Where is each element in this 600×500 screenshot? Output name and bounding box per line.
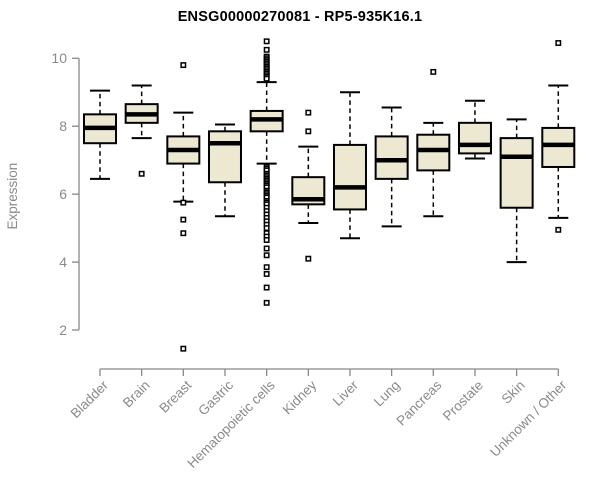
outlier-point-breast	[180, 345, 187, 352]
box-pancreas	[416, 133, 451, 172]
y-tick-label: 2	[59, 322, 67, 338]
box-unknown-other	[541, 126, 576, 168]
x-tick-label: Bladder	[68, 377, 112, 421]
outlier-point-breast	[180, 199, 187, 206]
outlier-point-breast	[180, 62, 187, 69]
outlier-point-hematopoietic-cells	[263, 284, 270, 291]
x-tick-label: Pancreas	[393, 377, 444, 428]
y-tick-label: 10	[51, 50, 67, 66]
outlier-point-hematopoietic-cells	[263, 271, 270, 277]
outlier-point-kidney	[305, 255, 312, 262]
x-tick-label: Kidney	[280, 377, 320, 417]
box-prostate	[457, 121, 492, 155]
outlier-point-kidney	[305, 128, 312, 135]
outlier-point-hematopoietic-cells	[263, 299, 270, 306]
box-lung	[374, 135, 409, 180]
outlier-point-hematopoietic-cells	[263, 245, 270, 252]
x-tick-label: Lung	[371, 378, 403, 410]
outlier-point-hematopoietic-cells	[263, 46, 270, 53]
outlier-point-hematopoietic-cells	[263, 225, 270, 232]
outlier-point-unknown-other	[555, 226, 562, 233]
outlier-point-hematopoietic-cells	[263, 75, 270, 82]
x-tick-label: Gastric	[195, 377, 236, 418]
y-tick-label: 8	[59, 118, 67, 134]
outlier-point-hematopoietic-cells	[263, 264, 270, 271]
outlier-point-hematopoietic-cells	[263, 38, 270, 45]
outlier-point-hematopoietic-cells	[263, 252, 270, 259]
y-tick-label: 4	[59, 254, 67, 270]
outlier-point-brain	[138, 170, 145, 177]
y-tick-label: 6	[59, 186, 67, 202]
x-tick-label: Breast	[156, 377, 194, 415]
box-gastric	[207, 130, 242, 184]
x-tick-label: Prostate	[440, 378, 486, 424]
outlier-point-unknown-other	[555, 40, 562, 46]
outlier-point-kidney	[305, 109, 312, 116]
x-tick-label: Liver	[330, 377, 362, 409]
outlier-point-breast	[180, 230, 187, 237]
x-tick-label: Skin	[499, 378, 528, 407]
box-skin	[499, 137, 534, 209]
y-axis-title: Expression	[5, 163, 20, 230]
box-liver	[332, 143, 367, 211]
chart-title: ENSG00000270081 - RP5-935K16.1	[177, 9, 423, 25]
x-tick-label: Unknown / Other	[487, 377, 570, 460]
outlier-point-pancreas	[430, 68, 437, 75]
x-tick-label: Brain	[120, 378, 153, 411]
outlier-point-hematopoietic-cells	[263, 237, 270, 243]
outlier-point-breast	[180, 216, 187, 223]
